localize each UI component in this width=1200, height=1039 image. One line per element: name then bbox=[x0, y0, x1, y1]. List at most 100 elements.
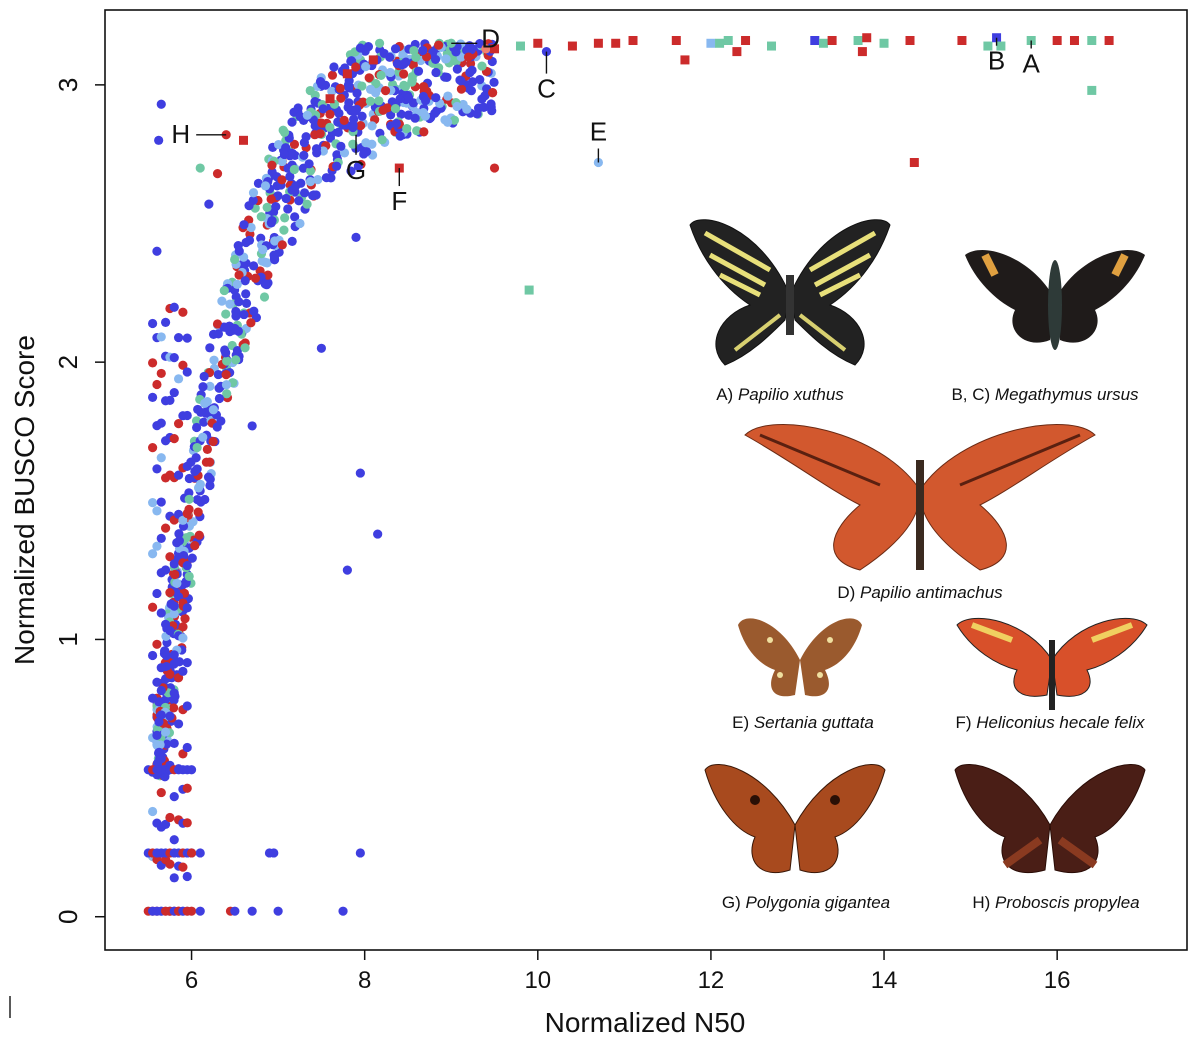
data-point-square bbox=[732, 47, 742, 57]
data-point bbox=[260, 181, 271, 191]
data-point bbox=[148, 392, 158, 403]
data-point bbox=[191, 416, 202, 426]
data-point-square bbox=[325, 94, 335, 104]
data-point bbox=[205, 343, 215, 353]
data-point bbox=[301, 132, 311, 142]
data-point bbox=[346, 166, 356, 176]
caption-h: H) Proboscis propylea bbox=[972, 893, 1139, 912]
data-point bbox=[332, 161, 342, 171]
caption-d: D) Papilio antimachus bbox=[837, 583, 1003, 602]
data-point bbox=[178, 633, 188, 643]
data-point bbox=[305, 166, 316, 176]
data-point-square bbox=[741, 36, 751, 46]
data-point bbox=[239, 309, 249, 320]
data-point bbox=[213, 329, 223, 339]
butterfly-bc-image bbox=[965, 250, 1145, 350]
data-point bbox=[488, 87, 498, 98]
data-point bbox=[169, 738, 179, 748]
data-point bbox=[148, 318, 158, 329]
data-point bbox=[467, 77, 478, 87]
data-point bbox=[169, 387, 179, 398]
data-point bbox=[327, 86, 337, 96]
data-point-square bbox=[996, 41, 1006, 51]
data-point bbox=[154, 717, 164, 727]
data-point bbox=[270, 255, 280, 265]
data-point bbox=[240, 343, 250, 353]
data-point bbox=[386, 110, 396, 120]
caption-f: F) Heliconius hecale felix bbox=[956, 713, 1145, 732]
data-point bbox=[361, 138, 371, 148]
callout-label: D bbox=[481, 23, 500, 53]
data-point bbox=[267, 160, 277, 170]
data-point bbox=[391, 118, 401, 129]
data-point bbox=[205, 381, 215, 392]
data-point bbox=[357, 111, 367, 121]
data-point bbox=[270, 236, 280, 246]
data-point-square bbox=[715, 38, 725, 48]
data-point bbox=[365, 84, 376, 94]
caption-a: A) Papilio xuthus bbox=[716, 385, 844, 404]
data-point bbox=[184, 571, 194, 581]
data-point bbox=[325, 109, 335, 119]
data-point bbox=[208, 436, 218, 447]
data-point bbox=[152, 639, 162, 649]
data-point bbox=[156, 99, 166, 109]
data-point bbox=[374, 38, 385, 48]
butterfly-g-image bbox=[704, 764, 886, 874]
data-point bbox=[374, 96, 384, 106]
data-point bbox=[182, 658, 192, 668]
data-point bbox=[373, 529, 383, 539]
data-point bbox=[463, 52, 474, 62]
data-point bbox=[178, 622, 188, 632]
data-point bbox=[198, 382, 208, 392]
data-point bbox=[165, 711, 175, 721]
data-point bbox=[390, 103, 401, 114]
data-point bbox=[361, 62, 371, 72]
data-point bbox=[148, 443, 158, 453]
data-point bbox=[190, 466, 200, 476]
data-point bbox=[377, 135, 387, 145]
data-point bbox=[409, 45, 419, 56]
data-point bbox=[231, 306, 241, 317]
data-point-square bbox=[706, 38, 716, 48]
data-point bbox=[353, 161, 363, 171]
data-point bbox=[156, 368, 166, 379]
caption-e: E) Sertania guttata bbox=[732, 713, 874, 732]
data-point-square bbox=[1052, 36, 1062, 46]
data-point bbox=[273, 139, 284, 150]
data-point bbox=[305, 85, 315, 96]
data-point bbox=[165, 588, 175, 598]
data-point bbox=[182, 742, 192, 753]
data-point-square bbox=[515, 41, 525, 51]
data-point bbox=[246, 318, 256, 328]
data-point bbox=[402, 123, 412, 134]
data-point bbox=[160, 819, 171, 829]
y-tick-label: 3 bbox=[53, 78, 83, 92]
data-point bbox=[462, 104, 472, 114]
data-point bbox=[247, 906, 257, 916]
data-point bbox=[165, 859, 175, 869]
data-point-square bbox=[611, 38, 621, 48]
data-point bbox=[160, 317, 171, 327]
data-point-square bbox=[827, 36, 837, 46]
data-point bbox=[294, 196, 304, 206]
data-point bbox=[154, 135, 164, 145]
data-point bbox=[160, 727, 171, 737]
callout-label: H bbox=[171, 119, 190, 149]
data-point bbox=[281, 193, 291, 204]
data-point bbox=[441, 54, 451, 64]
data-point-square bbox=[238, 135, 248, 145]
data-point bbox=[148, 650, 158, 661]
data-point bbox=[350, 106, 360, 117]
data-point bbox=[364, 73, 374, 83]
data-point bbox=[195, 906, 205, 916]
data-point bbox=[291, 181, 301, 191]
data-point bbox=[267, 216, 277, 226]
data-point bbox=[230, 254, 240, 265]
data-point bbox=[299, 150, 309, 160]
data-point-square bbox=[1069, 36, 1079, 46]
data-point bbox=[367, 121, 377, 131]
data-point bbox=[396, 109, 406, 119]
data-point bbox=[390, 44, 401, 54]
data-point bbox=[289, 164, 299, 175]
